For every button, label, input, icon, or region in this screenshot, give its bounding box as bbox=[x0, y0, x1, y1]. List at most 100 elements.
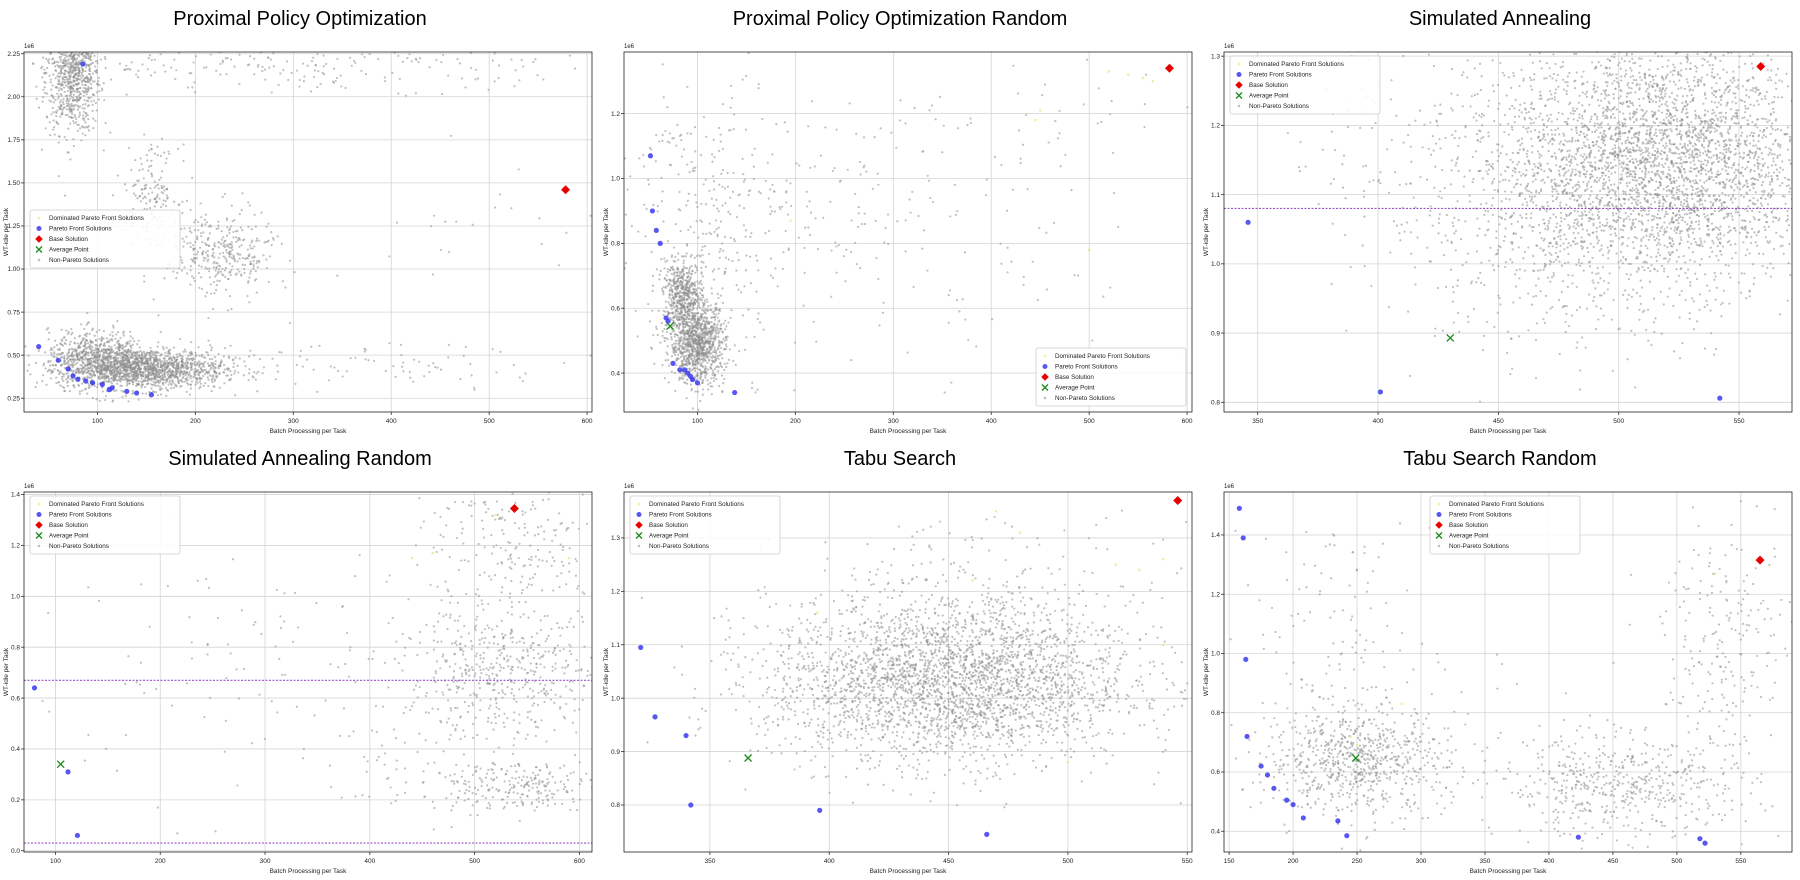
non-pareto-point bbox=[238, 53, 241, 56]
non-pareto-point bbox=[474, 68, 477, 71]
non-pareto-point bbox=[690, 387, 693, 391]
non-pareto-point bbox=[226, 243, 229, 246]
non-pareto-point bbox=[673, 345, 677, 348]
non-pareto-point bbox=[152, 362, 155, 365]
non-pareto-point bbox=[563, 361, 566, 365]
non-pareto-point bbox=[261, 372, 264, 375]
non-pareto-point bbox=[56, 92, 59, 95]
non-pareto-point bbox=[181, 211, 184, 215]
non-pareto-point bbox=[76, 361, 79, 364]
non-pareto-point bbox=[288, 259, 292, 262]
non-pareto-point bbox=[185, 371, 188, 374]
non-pareto-point bbox=[363, 350, 366, 353]
non-pareto-point bbox=[299, 355, 302, 358]
non-pareto-point bbox=[102, 372, 105, 376]
non-pareto-point bbox=[685, 345, 688, 348]
non-pareto-point bbox=[684, 335, 687, 338]
non-pareto-point bbox=[210, 349, 213, 352]
non-pareto-point bbox=[127, 350, 130, 354]
non-pareto-point bbox=[68, 390, 71, 393]
non-pareto-point bbox=[129, 365, 132, 368]
non-pareto-point bbox=[192, 244, 195, 247]
non-pareto-point bbox=[243, 238, 246, 241]
non-pareto-point bbox=[115, 389, 118, 392]
non-pareto-point bbox=[64, 63, 67, 67]
non-pareto-point bbox=[171, 380, 174, 383]
non-pareto-point bbox=[98, 377, 101, 380]
non-pareto-point bbox=[154, 354, 157, 357]
non-pareto-point bbox=[724, 343, 727, 346]
non-pareto-point bbox=[161, 186, 164, 190]
non-pareto-point bbox=[88, 73, 92, 76]
non-pareto-point bbox=[182, 366, 185, 369]
non-pareto-point bbox=[667, 381, 670, 384]
y-tick-label: 1.25 bbox=[7, 223, 20, 230]
non-pareto-point bbox=[428, 66, 431, 69]
non-pareto-point bbox=[692, 315, 695, 319]
non-pareto-point bbox=[675, 364, 678, 367]
non-pareto-point bbox=[172, 346, 176, 349]
non-pareto-point bbox=[726, 362, 729, 365]
non-pareto-point bbox=[704, 365, 707, 368]
non-pareto-point bbox=[55, 343, 59, 347]
non-pareto-point bbox=[364, 73, 368, 76]
non-pareto-point bbox=[110, 355, 113, 358]
non-pareto-point bbox=[73, 122, 76, 125]
non-pareto-point bbox=[213, 355, 217, 359]
non-pareto-point bbox=[77, 94, 81, 97]
non-pareto-point bbox=[35, 97, 38, 100]
non-pareto-point bbox=[64, 339, 68, 342]
non-pareto-point bbox=[568, 54, 571, 57]
non-pareto-point bbox=[190, 231, 193, 234]
non-pareto-point bbox=[40, 148, 43, 151]
non-pareto-point bbox=[45, 328, 48, 331]
non-pareto-point bbox=[277, 83, 280, 87]
non-pareto-point bbox=[254, 225, 258, 228]
non-pareto-point bbox=[140, 361, 143, 364]
non-pareto-point bbox=[50, 351, 53, 355]
non-pareto-point bbox=[80, 340, 83, 343]
non-pareto-point bbox=[59, 370, 62, 373]
non-pareto-point bbox=[670, 300, 673, 303]
non-pareto-point bbox=[157, 376, 161, 379]
non-pareto-point bbox=[61, 385, 64, 388]
non-pareto-point bbox=[179, 354, 182, 357]
non-pareto-point bbox=[119, 352, 123, 355]
legend-marker bbox=[35, 246, 43, 253]
non-pareto-point bbox=[214, 269, 217, 272]
non-pareto-point bbox=[701, 346, 704, 349]
non-pareto-point bbox=[430, 225, 433, 228]
non-pareto-point bbox=[693, 355, 697, 358]
non-pareto-point bbox=[199, 232, 203, 235]
non-pareto-point bbox=[722, 382, 725, 385]
non-pareto-point bbox=[268, 255, 272, 258]
non-pareto-point bbox=[137, 365, 140, 368]
non-pareto-point bbox=[46, 370, 49, 373]
non-pareto-point bbox=[64, 84, 68, 87]
non-pareto-point bbox=[74, 82, 77, 86]
non-pareto-point bbox=[540, 242, 543, 246]
non-pareto-point bbox=[688, 367, 691, 370]
non-pareto-point bbox=[198, 354, 201, 357]
non-pareto-point bbox=[290, 71, 293, 75]
non-pareto-point bbox=[714, 358, 717, 361]
non-pareto-point bbox=[717, 357, 720, 360]
non-pareto-point bbox=[668, 278, 671, 281]
x-tick-label: 100 bbox=[92, 418, 103, 425]
non-pareto-point bbox=[155, 356, 158, 359]
non-pareto-point bbox=[145, 154, 148, 157]
non-pareto-point bbox=[57, 72, 60, 75]
non-pareto-point bbox=[428, 370, 431, 374]
non-pareto-point bbox=[111, 339, 114, 342]
non-pareto-point bbox=[122, 334, 126, 337]
non-pareto-point bbox=[200, 223, 204, 226]
non-pareto-point bbox=[114, 374, 117, 377]
non-pareto-point bbox=[72, 58, 75, 61]
non-pareto-point bbox=[226, 374, 229, 377]
non-pareto-point bbox=[723, 362, 726, 366]
non-pareto-point bbox=[682, 356, 685, 359]
non-pareto-point bbox=[401, 365, 404, 368]
non-pareto-point bbox=[255, 262, 258, 265]
non-pareto-point bbox=[72, 84, 75, 87]
non-pareto-point bbox=[249, 270, 252, 273]
